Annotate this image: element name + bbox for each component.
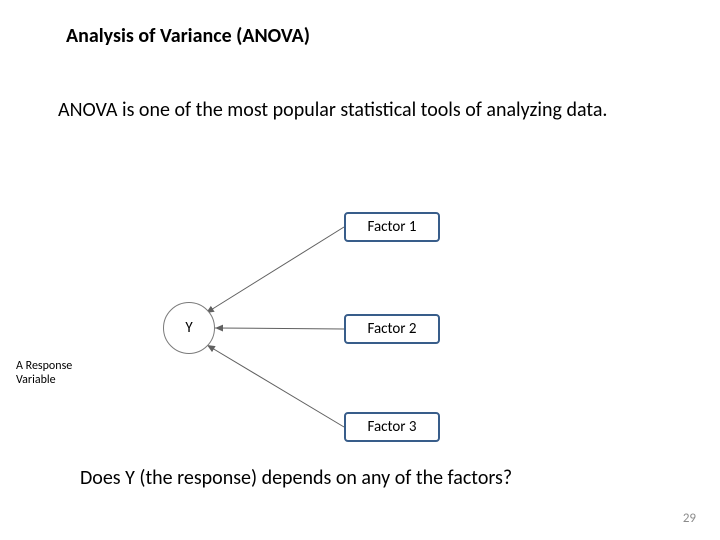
- factor-box-3: Factor 3: [344, 412, 440, 442]
- page-number: 29: [683, 511, 696, 526]
- y-caption-line2: Variable: [16, 373, 56, 387]
- y-node-label: Y: [185, 319, 192, 337]
- factor-box-1: Factor 1: [344, 212, 440, 242]
- edge-factor2-y: [215, 328, 344, 329]
- edge-factor3-y: [207, 345, 344, 427]
- y-caption: A Response Variable: [16, 360, 72, 388]
- diagram-edges: [0, 0, 720, 540]
- edge-factor1-y: [206, 227, 344, 313]
- slide-title: Analysis of Variance (ANOVA): [66, 24, 310, 48]
- question-text: Does Y (the response) depends on any of …: [80, 466, 512, 490]
- factor-box-3-label: Factor 3: [367, 418, 416, 436]
- factor-box-2: Factor 2: [344, 314, 440, 344]
- factor-box-1-label: Factor 1: [367, 218, 416, 236]
- slide-subtitle: ANOVA is one of the most popular statist…: [58, 98, 658, 123]
- y-caption-line1: A Response: [16, 359, 72, 373]
- y-node: Y: [163, 302, 215, 354]
- factor-box-2-label: Factor 2: [367, 320, 416, 338]
- slide-root: Analysis of Variance (ANOVA) ANOVA is on…: [0, 0, 720, 540]
